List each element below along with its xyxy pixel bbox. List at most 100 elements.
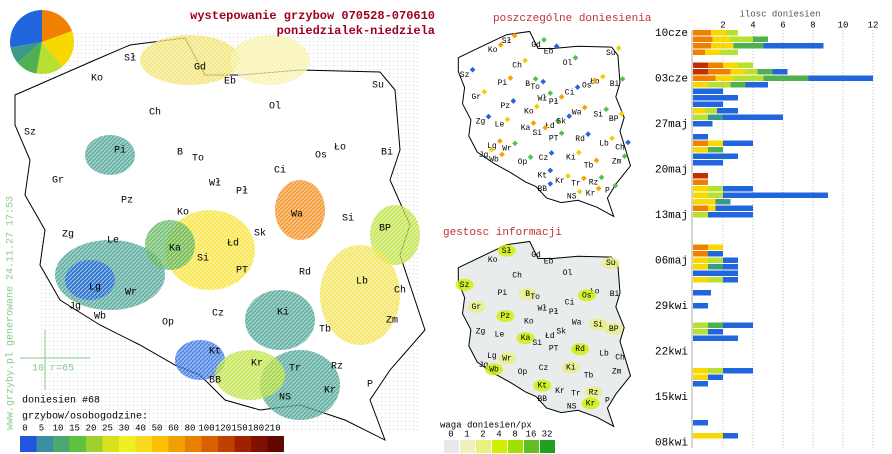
- report-marker: [609, 135, 615, 142]
- bar-segment: [693, 329, 708, 335]
- bar-segment: [693, 95, 738, 101]
- bar-segment: [723, 277, 738, 283]
- city-label: Zg: [476, 118, 486, 127]
- city-label: Sł: [124, 53, 136, 65]
- city-label: Si: [593, 110, 603, 119]
- legend-label: 20: [86, 423, 97, 433]
- city-label: Ch: [512, 62, 522, 71]
- legend-swatch: [476, 440, 491, 453]
- city-label: Ło: [334, 143, 346, 154]
- date-label: 13maj: [655, 210, 688, 222]
- bar-segment: [745, 69, 758, 75]
- legend-label: 4: [496, 429, 501, 439]
- report-marker: [547, 167, 554, 174]
- report-marker: [558, 94, 565, 100]
- city-label: Su: [606, 259, 616, 268]
- country-outline: [457, 240, 632, 428]
- city-label: Pł: [236, 186, 248, 198]
- legend-label: 60: [168, 423, 179, 433]
- city-label: Os: [582, 291, 592, 300]
- city-label: Ko: [177, 208, 189, 219]
- bar-segment: [720, 49, 738, 55]
- bar-segment: [693, 30, 711, 36]
- city-label: Eb: [544, 257, 554, 266]
- city-label: Le: [107, 236, 119, 247]
- city-label: Ko: [524, 108, 534, 117]
- city-label: B: [525, 80, 530, 89]
- date-label: 15kwi: [655, 392, 688, 404]
- density-spot: [577, 289, 596, 302]
- bar-segment: [693, 69, 708, 75]
- x-tick-label: 6: [780, 20, 785, 30]
- city-label: NS: [279, 393, 291, 404]
- bar-segment: [693, 147, 708, 153]
- report-marker: [553, 43, 560, 50]
- bar-segment: [708, 186, 723, 192]
- city-label: Op: [518, 158, 528, 167]
- bar-segment: [708, 140, 723, 146]
- legend-swatch: [460, 440, 475, 453]
- report-marker: [574, 84, 581, 91]
- pie-icon: [9, 10, 75, 74]
- city-label: Le: [495, 121, 505, 130]
- legend-swatch: [201, 436, 218, 452]
- city-label: Gd: [531, 41, 541, 50]
- report-marker: [555, 117, 561, 124]
- bar-segment: [723, 114, 783, 120]
- city-label: Ch: [394, 285, 406, 297]
- bar-segment: [693, 134, 708, 140]
- city-label: BB: [209, 376, 221, 387]
- bar-segment: [693, 43, 711, 49]
- city-label: Wa: [572, 319, 582, 328]
- title: wystepowanie grzybow 070528-070610: [190, 9, 435, 23]
- city-label: Rz: [589, 178, 599, 187]
- bar-segment: [708, 205, 716, 211]
- bar-segment: [763, 43, 824, 49]
- legend-swatch: [86, 436, 103, 452]
- report-marker: [497, 138, 503, 144]
- bar-segment: [723, 433, 738, 439]
- bar-segment: [715, 205, 753, 211]
- main-map: Sł Gd Eb Su Ko Ol Sz Ch Pi B To Ło Os Bi Ci Gr Pł Wł Pz Ko W…: [14, 30, 426, 442]
- city-label: Ch: [149, 107, 161, 119]
- city-label: Zg: [62, 230, 74, 241]
- city-label: Lg: [487, 352, 497, 361]
- city-label: Sł: [502, 247, 512, 256]
- bar-segment: [693, 140, 708, 146]
- report-marker: [599, 73, 606, 80]
- density-spot: [497, 244, 516, 257]
- city-label: NS: [567, 403, 577, 412]
- blob-hatch: [320, 245, 400, 345]
- density-spot: [498, 352, 517, 365]
- x-tick-label: 4: [750, 20, 755, 30]
- report-marker: [566, 113, 573, 120]
- city-label: Kr: [555, 387, 565, 396]
- city-label: Wb: [489, 155, 499, 164]
- report-marker: [485, 113, 492, 120]
- bar-segment: [693, 62, 708, 68]
- bar-segment: [708, 212, 753, 218]
- bar-segment: [693, 88, 723, 94]
- bar-segment: [745, 82, 768, 88]
- bar-segment: [708, 322, 723, 328]
- city-label: Ko: [91, 74, 103, 85]
- bar-segment: [708, 192, 723, 198]
- count-label: doniesien #68: [22, 395, 100, 407]
- city-label: Gr: [52, 176, 64, 187]
- city-label: Wł: [537, 94, 547, 103]
- city-label: Ło: [590, 288, 600, 297]
- city-label: Ol: [563, 269, 573, 278]
- x-tick-label: 12: [868, 20, 879, 30]
- pie-slice: [17, 42, 42, 74]
- city-label: Tr: [571, 179, 581, 188]
- city-label: Zm: [386, 316, 398, 327]
- blob-hatch: [245, 290, 315, 350]
- report-marker: [619, 76, 626, 82]
- legend-swatch: [20, 436, 37, 452]
- bar-segment: [711, 30, 726, 36]
- bar-segment: [693, 121, 713, 127]
- legend-label: 100: [198, 423, 214, 433]
- x-tick-label: 2: [720, 20, 725, 30]
- city-label: Wr: [502, 354, 512, 363]
- legend-swatch: [36, 436, 53, 452]
